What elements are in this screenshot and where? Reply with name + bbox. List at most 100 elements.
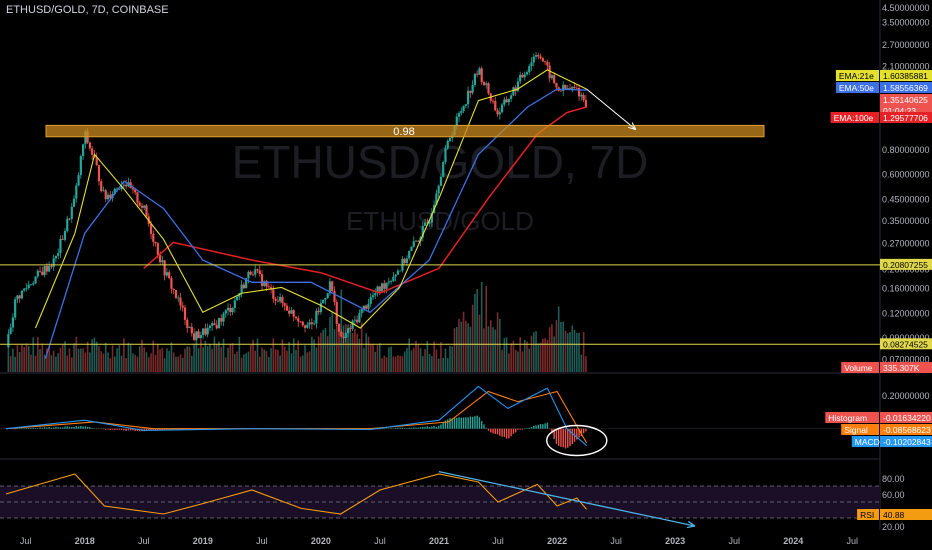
candle-body: [57, 253, 60, 256]
candle-body: [254, 269, 257, 275]
candle-body: [487, 83, 490, 94]
candle-body: [43, 266, 46, 276]
volume-bar: [580, 354, 583, 372]
candle-body: [14, 299, 17, 318]
histogram-bar: [392, 428, 395, 430]
candle-body: [95, 157, 98, 166]
histogram-bar: [50, 427, 53, 429]
histogram-bar: [127, 428, 130, 431]
volume-bar: [193, 343, 195, 372]
histogram-bar: [503, 428, 506, 437]
volume-bar: [236, 351, 238, 372]
candle-body: [276, 300, 279, 302]
volume-bar: [358, 338, 361, 372]
volume-bar: [297, 340, 300, 372]
candle-body: [539, 56, 542, 59]
volume-bar: [95, 341, 98, 372]
candle-body: [505, 99, 508, 103]
volume-bar: [306, 352, 309, 372]
histogram-bar: [59, 427, 62, 429]
volume-bar: [197, 348, 200, 372]
price-axis-tick: 4.50000000: [882, 3, 930, 13]
histogram-bar: [555, 428, 558, 444]
histogram-bar: [401, 427, 404, 429]
histogram-bar: [150, 428, 152, 431]
candle-body: [215, 325, 218, 329]
histogram-bar: [528, 427, 530, 429]
volume-bar: [215, 343, 218, 372]
candle-body: [503, 99, 506, 105]
projection-arrow: [586, 88, 637, 130]
histogram-bar: [496, 428, 499, 435]
axis-tag-label: EMA:21e: [839, 71, 874, 81]
candle-body: [29, 284, 33, 286]
candle-body: [70, 206, 73, 219]
volume-bar: [320, 332, 322, 372]
candle-body: [326, 293, 329, 298]
volume-bar: [256, 338, 259, 372]
candle-body: [20, 290, 24, 299]
volume-bar: [118, 345, 121, 372]
candle-body: [113, 188, 116, 194]
volume-bar: [512, 340, 515, 372]
histogram-bar: [381, 428, 383, 430]
volume-bar: [281, 339, 284, 372]
volume-bar: [566, 333, 569, 372]
histogram-bar: [55, 426, 57, 429]
histogram-bar: [514, 428, 517, 433]
ema21-line: [34, 69, 587, 329]
volume-bar: [410, 350, 413, 372]
histogram-bar: [66, 426, 68, 429]
candle-body: [333, 291, 336, 303]
volume-bar: [80, 348, 82, 372]
volume-bar: [41, 343, 44, 372]
histogram-bar: [517, 428, 519, 430]
axis-tag-value: 1.35140625: [883, 95, 928, 105]
candle-body: [340, 331, 343, 337]
volume-bar: [141, 339, 143, 372]
histogram-bar: [585, 428, 587, 432]
candle-body: [206, 328, 209, 335]
volume-bar: [301, 355, 304, 372]
histogram-bar: [478, 417, 481, 429]
axis-tag-value-box: [880, 82, 932, 93]
volume-bar: [564, 330, 567, 372]
histogram-bar: [471, 416, 474, 429]
volume-bar: [381, 358, 383, 372]
candle-body: [405, 258, 409, 264]
histogram-bar: [397, 427, 399, 429]
candle-body: [159, 255, 162, 263]
histogram-bar: [428, 426, 431, 429]
macd-axis-tick: 0.20000000: [882, 391, 930, 401]
histogram-bar: [542, 424, 544, 429]
volume-bar: [73, 343, 75, 372]
volume-bar: [369, 344, 372, 372]
histogram-bar: [82, 426, 84, 429]
histogram-bar: [43, 427, 46, 429]
volume-bar: [84, 352, 87, 372]
volume-bar: [147, 357, 150, 372]
axis-tag-label-box: [830, 112, 879, 123]
candle-body: [414, 240, 418, 242]
histogram-bar: [512, 428, 515, 434]
volume-bar: [179, 354, 182, 372]
time-axis-tick: 2021: [429, 536, 449, 546]
volume-bar: [209, 344, 211, 372]
volume-bar: [465, 320, 467, 372]
histogram-bar: [379, 428, 381, 430]
volume-bar: [503, 337, 506, 372]
candle-body: [584, 100, 587, 108]
axis-tag-value-box: [880, 436, 932, 447]
rsi-axis-tick: 60.00: [882, 490, 905, 500]
candle-body: [512, 87, 515, 96]
candle-body: [455, 116, 458, 127]
volume-bar: [152, 340, 155, 372]
candle-body: [172, 288, 175, 291]
histogram-bar: [107, 428, 109, 430]
candle-body: [410, 246, 413, 251]
candle-body: [385, 282, 388, 289]
candle-body: [281, 296, 284, 304]
candle-body: [396, 270, 400, 275]
volume-bar: [27, 345, 30, 372]
